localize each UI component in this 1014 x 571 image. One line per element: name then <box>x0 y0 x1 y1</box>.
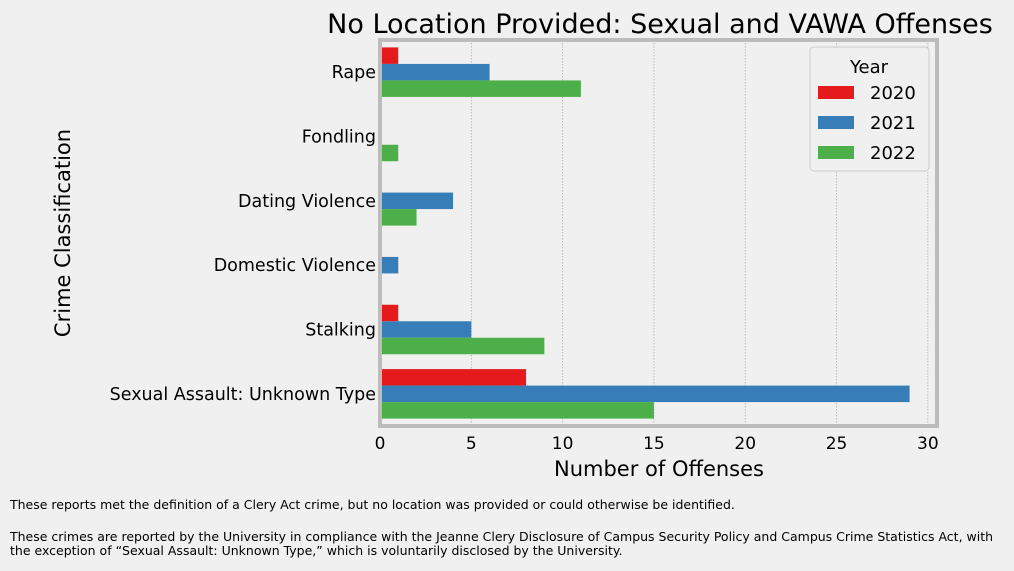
legend-label-2020: 2020 <box>870 83 916 104</box>
bar-2021 <box>380 321 472 338</box>
x-tick-label: 0 <box>375 434 386 454</box>
x-tick-label: 5 <box>466 434 477 454</box>
x-tick-label: 10 <box>552 434 574 454</box>
plot-frame <box>378 38 939 428</box>
legend-items: 2020 2021 2022 <box>818 83 916 164</box>
legend-swatch-2020 <box>818 86 854 99</box>
legend: Year 2020 2021 2022 <box>809 46 930 172</box>
legend-label-2022: 2022 <box>870 143 916 164</box>
legend-box <box>809 46 930 172</box>
legend-title: Year <box>849 57 889 78</box>
bar-2022 <box>380 80 581 97</box>
legend-label-2021: 2021 <box>870 113 916 134</box>
bar-2021 <box>380 256 399 274</box>
y-tick-label: Domestic Violence <box>214 256 376 276</box>
legend-swatch-2022 <box>818 146 854 159</box>
bar-2021 <box>380 192 454 210</box>
y-tick-label: Rape <box>332 63 376 83</box>
bar-2022 <box>380 337 545 355</box>
bar-2021 <box>380 63 490 81</box>
y-tick-label: Sexual Assault: Unknown Type <box>110 385 376 405</box>
chart-title: No Location Provided: Sexual and VAWA Of… <box>327 9 993 40</box>
bar-2020 <box>380 369 527 386</box>
bars <box>380 47 910 419</box>
bar-2020 <box>380 47 399 64</box>
y-tick-label: Fondling <box>302 128 376 148</box>
bar-2022 <box>380 209 417 226</box>
footnote-compliance: These crimes are reported by the Univers… <box>10 529 994 558</box>
y-tick-label: Stalking <box>305 321 376 341</box>
legend-swatch-2021 <box>818 116 854 129</box>
x-tick-label: 20 <box>734 434 756 454</box>
chart: Rape Fondling Dating Violence Domestic Viol… <box>51 9 993 481</box>
y-tick-label: Dating Violence <box>238 192 376 212</box>
y-tick-labels: Rape Fondling Dating Violence Domestic Viol… <box>110 63 376 405</box>
x-tick-label: 30 <box>917 434 939 454</box>
footnote-location: These reports met the definition of a Cl… <box>10 497 735 512</box>
bar-2022 <box>380 402 654 419</box>
bar-2021 <box>380 385 910 403</box>
bar-2022 <box>380 144 399 162</box>
x-axis-label: Number of Offenses <box>554 457 764 481</box>
y-axis-label: Crime Classification <box>51 129 75 337</box>
x-tick-label: 25 <box>826 434 848 454</box>
x-tick-labels: 0 5 10 15 20 25 30 <box>375 434 939 454</box>
bar-2020 <box>380 304 399 322</box>
x-tick-label: 15 <box>643 434 665 454</box>
